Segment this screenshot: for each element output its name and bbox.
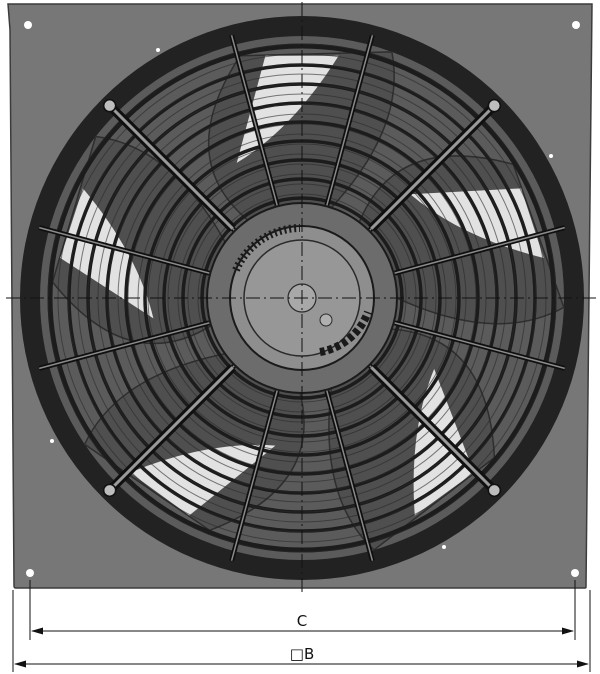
mounting-hole-bottom-right (571, 569, 579, 577)
plate-hole (156, 48, 160, 52)
guard-spoke-highlight (394, 226, 565, 274)
guard-spoke-highlight (39, 226, 210, 274)
plate-hole (549, 154, 553, 158)
guard-bracket-highlight (370, 366, 499, 495)
dimension-b: □B (14, 645, 589, 668)
bracket-bolt (487, 98, 502, 113)
bracket-bolt (102, 483, 117, 498)
fan-blade (207, 51, 395, 223)
guard-spoke-highlight (39, 322, 210, 370)
guard-bracket-highlight (105, 366, 234, 495)
bracket-bolt (487, 483, 502, 498)
guard-spoke-highlight (394, 322, 565, 370)
guard-bracket-highlight (370, 101, 499, 230)
dimension-b-label: □B (290, 645, 314, 663)
bracket-bolt (102, 98, 117, 113)
mounting-hole-bottom-left (26, 569, 34, 577)
plate-hole (442, 545, 446, 549)
guard-spoke-highlight (230, 35, 278, 206)
guard-bracket-highlight (105, 101, 234, 230)
mounting-hole-top-right (572, 21, 580, 29)
plate-hole (50, 439, 54, 443)
dimension-c-label: C (297, 612, 307, 630)
guard-spoke-highlight (230, 390, 278, 561)
extension-lines (12, 580, 591, 672)
guard-spoke-highlight (326, 35, 374, 206)
center-lines (6, 2, 596, 594)
mounting-hole-top-left (24, 21, 32, 29)
guard-spoke-highlight (326, 390, 374, 561)
dimension-c: C (31, 612, 574, 635)
